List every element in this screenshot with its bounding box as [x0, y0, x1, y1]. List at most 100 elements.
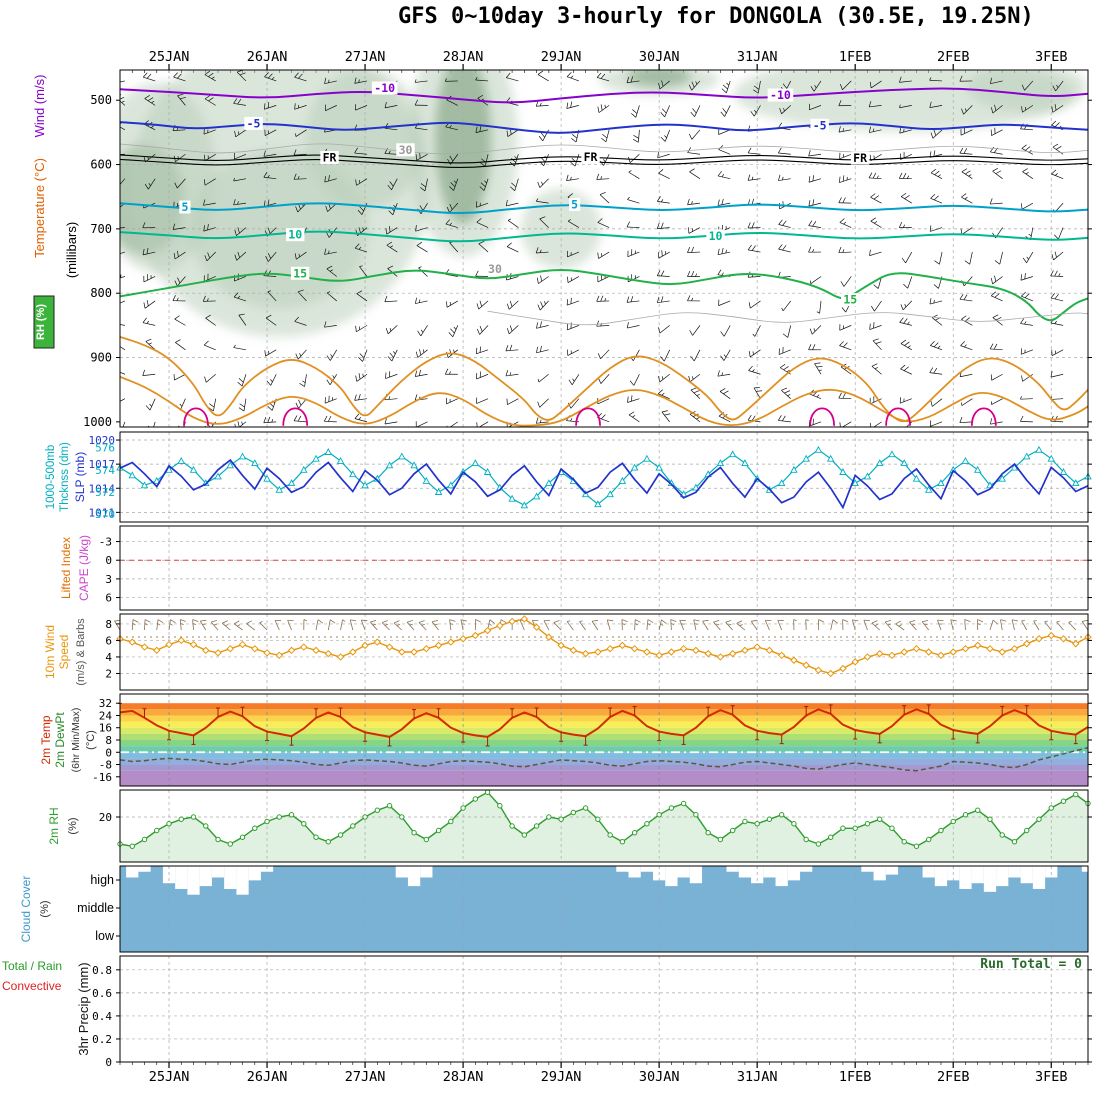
svg-text:(%): (%) [39, 900, 51, 917]
svg-text:27JAN: 27JAN [345, 49, 386, 65]
svg-text:31JAN: 31JAN [737, 1069, 778, 1085]
svg-text:high: high [90, 873, 114, 887]
svg-text:SLP (mb): SLP (mb) [73, 452, 87, 502]
svg-text:2FEB: 2FEB [937, 1069, 970, 1085]
svg-text:27JAN: 27JAN [345, 1069, 386, 1085]
panel-precip: 0.8 0.6 0.4 0.2 0 [92, 956, 1088, 1069]
svg-text:700: 700 [90, 222, 112, 236]
svg-text:2: 2 [105, 667, 112, 680]
svg-text:CAPE (J/kg): CAPE (J/kg) [77, 535, 91, 601]
svg-text:30: 30 [488, 262, 502, 276]
svg-text:500: 500 [90, 93, 112, 107]
chart-title: GFS 0~10day 3-hourly for DONGOLA (30.5E,… [398, 4, 1034, 29]
svg-text:3FEB: 3FEB [1035, 1069, 1068, 1085]
svg-text:15: 15 [293, 266, 307, 280]
svg-text:25JAN: 25JAN [149, 1069, 190, 1085]
svg-text:(6hr Min/Max): (6hr Min/Max) [70, 708, 82, 773]
svg-text:6: 6 [105, 592, 112, 605]
svg-text:574: 574 [95, 464, 115, 477]
svg-text:2m DewPt: 2m DewPt [53, 712, 67, 768]
svg-text:1020: 1020 [89, 434, 116, 447]
svg-text:0.6: 0.6 [92, 987, 112, 1000]
svg-text:10: 10 [288, 228, 302, 242]
panel-cloud-cover [120, 866, 1088, 952]
svg-text:0.4: 0.4 [92, 1010, 112, 1023]
svg-text:0: 0 [105, 1056, 112, 1069]
svg-text:5: 5 [181, 200, 188, 214]
svg-text:15: 15 [843, 293, 857, 307]
svg-text:29JAN: 29JAN [541, 1069, 582, 1085]
svg-text:FR: FR [323, 150, 337, 164]
svg-text:3FEB: 3FEB [1035, 49, 1068, 65]
svg-text:6: 6 [105, 634, 112, 647]
svg-text:FR: FR [584, 150, 598, 164]
svg-text:Speed: Speed [57, 635, 71, 670]
svg-text:0: 0 [105, 554, 112, 567]
panel-stability: -3 0 3 6 [99, 526, 1088, 610]
svg-text:1014: 1014 [89, 482, 116, 495]
svg-text:31JAN: 31JAN [737, 49, 778, 65]
svg-text:Convective: Convective [2, 979, 62, 993]
svg-text:-5: -5 [813, 118, 827, 132]
svg-text:-16: -16 [92, 771, 112, 784]
svg-text:-8: -8 [99, 759, 112, 772]
svg-text:24: 24 [99, 709, 113, 722]
svg-text:16: 16 [99, 722, 112, 735]
svg-text:(m/s) & Barbs: (m/s) & Barbs [75, 618, 87, 686]
svg-text:(%): (%) [67, 817, 79, 834]
svg-text:FR: FR [853, 151, 867, 165]
svg-text:0: 0 [105, 746, 112, 759]
svg-text:Cloud Cover: Cloud Cover [19, 876, 33, 943]
svg-text:32: 32 [99, 697, 112, 710]
panel-upper-air [120, 70, 1088, 427]
svg-text:RH (%): RH (%) [35, 304, 47, 340]
svg-text:-10: -10 [374, 81, 395, 95]
svg-text:Run Total = 0: Run Total = 0 [980, 957, 1082, 972]
svg-text:2FEB: 2FEB [937, 49, 970, 65]
svg-text:800: 800 [90, 286, 112, 300]
svg-text:low: low [95, 929, 115, 943]
panel-rh2m: 20 [99, 789, 1091, 862]
svg-text:28JAN: 28JAN [443, 1069, 484, 1085]
svg-text:0.2: 0.2 [92, 1033, 112, 1046]
svg-text:30: 30 [399, 143, 413, 157]
svg-text:10m Wind: 10m Wind [43, 625, 57, 679]
svg-text:5: 5 [571, 197, 578, 211]
svg-text:28JAN: 28JAN [443, 49, 484, 65]
svg-text:1000: 1000 [83, 415, 112, 429]
svg-text:8: 8 [105, 618, 112, 631]
svg-text:Total / Rain: Total / Rain [2, 959, 62, 973]
svg-text:900: 900 [90, 351, 112, 365]
svg-text:20: 20 [99, 811, 112, 824]
svg-text:1FEB: 1FEB [839, 49, 872, 65]
svg-text:4: 4 [105, 651, 112, 664]
svg-text:26JAN: 26JAN [247, 1069, 288, 1085]
svg-text:29JAN: 29JAN [541, 49, 582, 65]
svg-text:3: 3 [105, 573, 112, 586]
svg-text:30JAN: 30JAN [639, 1069, 680, 1085]
svg-text:-10: -10 [770, 88, 791, 102]
svg-text:1011: 1011 [89, 506, 116, 519]
svg-text:10: 10 [709, 229, 723, 243]
svg-text:576: 576 [95, 442, 115, 455]
svg-text:-3: -3 [99, 536, 112, 549]
svg-text:2m RH: 2m RH [47, 807, 61, 844]
svg-text:3hr Precip (mm): 3hr Precip (mm) [76, 962, 91, 1055]
svg-text:1FEB: 1FEB [839, 1069, 872, 1085]
svg-text:570: 570 [95, 508, 115, 521]
svg-text:Thcknss (dm): Thcknss (dm) [59, 442, 71, 512]
svg-text:25JAN: 25JAN [149, 49, 190, 65]
svg-text:8: 8 [105, 734, 112, 747]
svg-text:572: 572 [95, 486, 115, 499]
svg-text:Wind (m/s): Wind (m/s) [32, 75, 47, 138]
svg-text:1000-500mb: 1000-500mb [45, 445, 57, 510]
svg-text:Lifted Index: Lifted Index [59, 537, 73, 599]
svg-text:middle: middle [77, 901, 114, 915]
panel-slp-thickness: 1020 1017 1014 1011 576 574 572 570 [89, 432, 1092, 522]
svg-text:30JAN: 30JAN [639, 49, 680, 65]
svg-text:Temperature (°C): Temperature (°C) [32, 158, 47, 258]
svg-text:-5: -5 [247, 116, 261, 130]
